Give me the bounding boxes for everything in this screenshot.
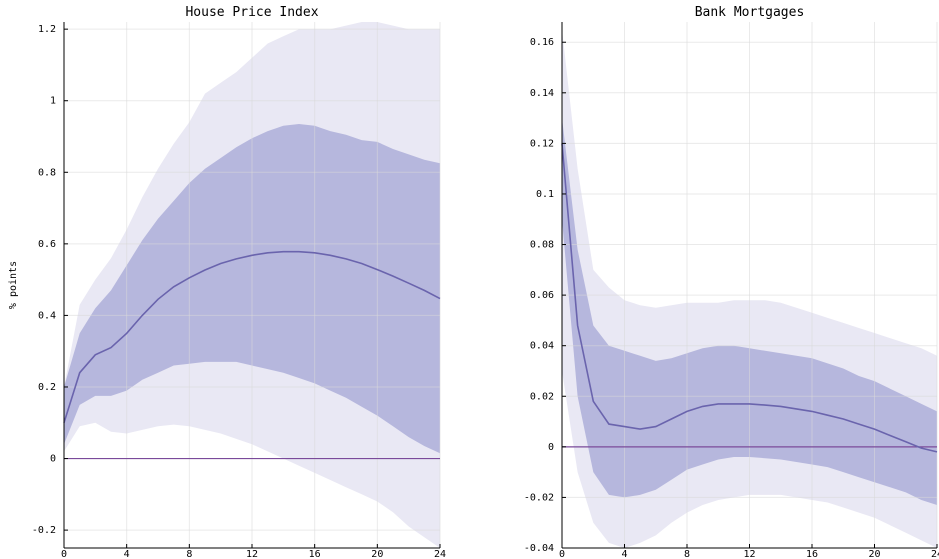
y-tick-label: 0.02 bbox=[530, 391, 554, 402]
median-response-line bbox=[63, 250, 441, 424]
x-tick-label: 12 bbox=[743, 549, 755, 559]
x-tick-label: 8 bbox=[684, 549, 690, 559]
x-tick-label: 20 bbox=[371, 549, 383, 559]
x-tick-label: 8 bbox=[186, 549, 192, 559]
x-tick-label: 16 bbox=[806, 549, 818, 559]
y-tick-label: 1 bbox=[50, 96, 56, 107]
y-tick-label: -0.02 bbox=[524, 492, 554, 503]
inner-confidence-band bbox=[562, 118, 937, 505]
x-tick-label: 12 bbox=[246, 549, 258, 559]
x-tick-label: 4 bbox=[124, 549, 130, 559]
y-tick-label: -0.2 bbox=[32, 525, 56, 536]
house-price-index-panel: House Price Index -0.2 0 0.2 0.4 0.6 0.8 1 1.2 0 4… bbox=[8, 5, 446, 559]
chart-title: Bank Mortgages bbox=[695, 5, 805, 20]
y-tick-label: 0.16 bbox=[530, 37, 554, 48]
y-tick-label: 0 bbox=[50, 454, 56, 465]
y-tick-label: 0 bbox=[548, 442, 554, 453]
x-tick-label: 24 bbox=[434, 549, 446, 559]
bank-mortgages-panel: Bank Mortgages -0.04 -0.02 0 0.02 0.04 0.06 0.0… bbox=[524, 5, 939, 559]
x-tick-label: 0 bbox=[61, 549, 67, 559]
x-tick-label: 24 bbox=[931, 549, 939, 559]
y-tick-label: 0.12 bbox=[530, 138, 554, 149]
y-tick-label: 0.2 bbox=[38, 382, 56, 393]
y-tick-label: -0.04 bbox=[524, 543, 554, 554]
x-tick-label: 16 bbox=[309, 549, 321, 559]
y-tick-label: 0.8 bbox=[38, 167, 56, 178]
y-tick-label: 0.6 bbox=[38, 239, 56, 250]
y-tick-label: 0.4 bbox=[38, 310, 56, 321]
y-tick-label: 0.08 bbox=[530, 240, 554, 251]
y-axis-label: % points bbox=[8, 261, 19, 309]
x-tick-label: 20 bbox=[868, 549, 880, 559]
y-tick-label: 0.06 bbox=[530, 290, 554, 301]
x-tick-label: 4 bbox=[621, 549, 627, 559]
y-tick-label: 0.14 bbox=[530, 88, 554, 99]
x-tick-label: 0 bbox=[559, 549, 565, 559]
y-tick-label: 1.2 bbox=[38, 24, 56, 35]
y-tick-label: 0.04 bbox=[530, 341, 554, 352]
chart-title: House Price Index bbox=[185, 5, 318, 20]
median-response-line bbox=[561, 143, 938, 453]
y-tick-label: 0.1 bbox=[536, 189, 554, 200]
